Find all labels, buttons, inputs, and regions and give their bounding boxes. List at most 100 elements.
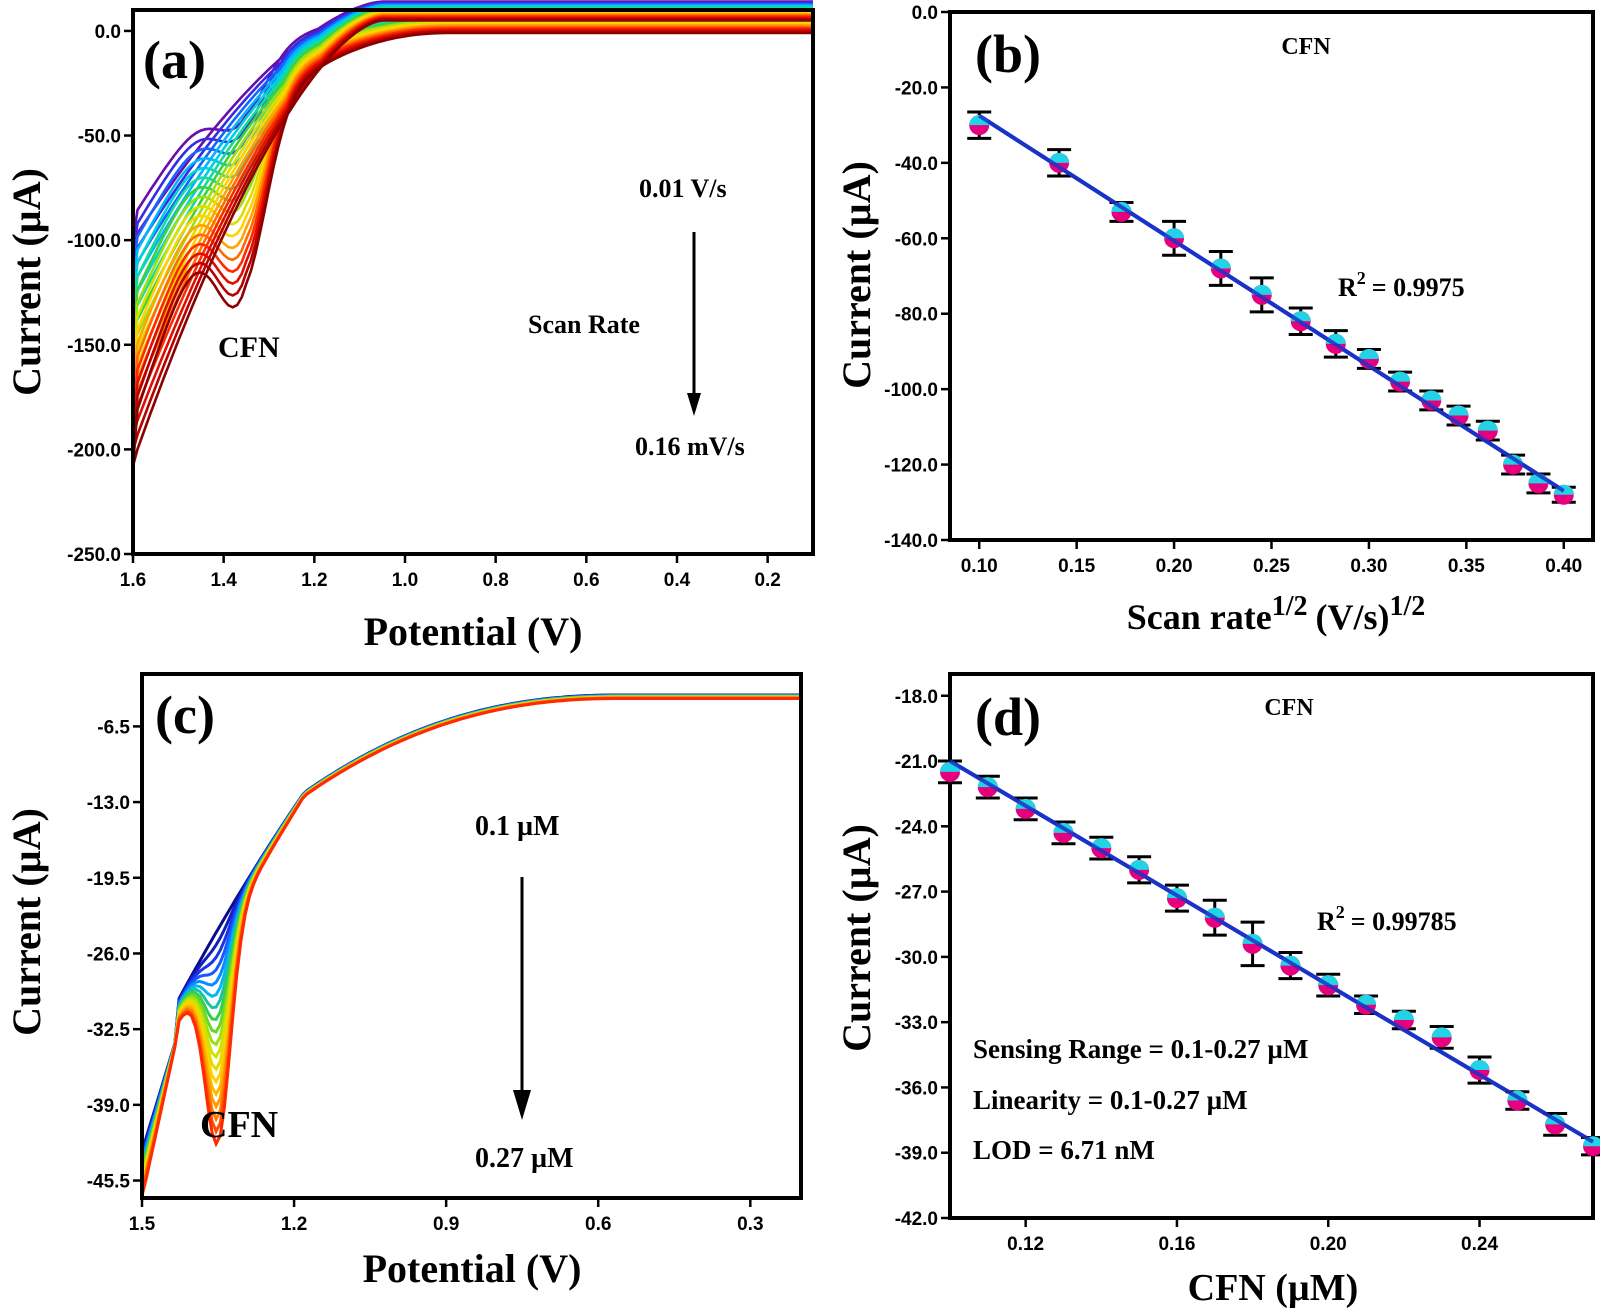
panel-b-y-tick-label: -100.0 xyxy=(884,380,938,401)
panel-c-y-tick-label: -13.0 xyxy=(87,793,130,814)
panel-c-y-tick-label: -39.0 xyxy=(87,1096,130,1117)
panel-c-y-tick-label: -6.5 xyxy=(97,717,130,738)
panel-c-end-conc: 0.27 µM xyxy=(475,1143,574,1174)
panel-a-end-rate: 0.16 mV/s xyxy=(635,432,745,461)
panel-c-letter: (c) xyxy=(155,685,215,745)
panel-d-x-axis-label: CFN (µM) xyxy=(1188,1267,1359,1309)
panel-b-y-tick-label: -120.0 xyxy=(884,456,938,477)
panel-a-x-tick-label: 1.4 xyxy=(210,570,237,591)
panel-c-plot-frame xyxy=(140,672,803,1200)
panel-d-plot-frame xyxy=(948,672,1595,1220)
panel-b-plot-frame xyxy=(948,10,1595,542)
panel-a-cv-curves xyxy=(131,0,813,467)
panel-c-x-axis-label: Potential (V) xyxy=(363,1246,582,1291)
panel-a-start-rate: 0.01 V/s xyxy=(639,174,727,203)
panel-a-x-tick-label: 1.2 xyxy=(301,570,327,591)
panel-a-x-tick-label: 0.2 xyxy=(754,570,780,591)
panel-d-concentration-fit: 0.12 0.16 0.20 0.24 -18.0 -21.0 -24.0 -27.0 -30.… xyxy=(834,672,1600,1309)
panel-a-direction-label: Scan Rate xyxy=(528,310,640,339)
panel-d-metric-sensing-range: Sensing Range = 0.1-0.27 µM xyxy=(973,1034,1308,1064)
panel-d-x-tick-label: 0.20 xyxy=(1310,1234,1347,1255)
panel-a-y-axis-label: Current (µA) xyxy=(4,168,49,396)
panel-d-y-tick-label: -42.0 xyxy=(895,1209,938,1230)
panel-a-y-tick-label: -50.0 xyxy=(78,127,121,148)
panel-d-axes: 0.12 0.16 0.20 0.24 -18.0 -21.0 -24.0 -27.0 -30.… xyxy=(895,687,1499,1255)
panel-d-y-tick-label: -21.0 xyxy=(895,752,938,773)
panel-b-data-points xyxy=(967,110,1576,505)
panel-b-y-tick-label: -40.0 xyxy=(895,154,938,175)
panel-c-arrow xyxy=(513,877,531,1120)
panel-c-y-tick-label: -26.0 xyxy=(87,944,130,965)
panel-b-data-point xyxy=(1390,371,1411,392)
panel-d-r2: R2 = 0.99785 xyxy=(1317,902,1457,936)
panel-c-x-tick-label: 1.5 xyxy=(129,1214,156,1235)
panel-c-y-tick-label: -45.5 xyxy=(87,1172,131,1193)
cv-curve xyxy=(131,19,813,467)
panel-d-x-tick-label: 0.12 xyxy=(1007,1234,1044,1255)
panel-a-x-tick-label: 1.0 xyxy=(392,570,418,591)
panel-b-x-tick-label: 0.10 xyxy=(961,556,998,577)
panel-b-y-tick-label: -20.0 xyxy=(895,78,938,99)
panel-b-x-tick-label: 0.25 xyxy=(1253,556,1290,577)
panel-d-data-point xyxy=(1469,1060,1490,1081)
panel-b-y-axis-label: Current (µA) xyxy=(834,161,879,389)
panel-c-dpv-curves xyxy=(140,693,801,1197)
panel-d-y-axis-label: Current (µA) xyxy=(834,824,879,1052)
panel-a-letter: (a) xyxy=(143,30,206,90)
panel-a-plot-frame xyxy=(131,8,815,556)
panel-d-metric-linearity: Linearity = 0.1-0.27 µM xyxy=(973,1085,1248,1115)
panel-d-data-point xyxy=(1431,1027,1452,1048)
panel-b-r2: R2 = 0.9975 xyxy=(1338,268,1465,302)
panel-c-peak-label: CFN xyxy=(200,1104,278,1146)
panel-b-axes: 0.10 0.15 0.20 0.25 0.30 0.35 0.40 0.0 -20.0 -40.… xyxy=(884,3,1582,577)
panel-b-title: CFN xyxy=(1281,34,1331,60)
panel-a-x-tick-label: 0.4 xyxy=(664,570,691,591)
panel-a-x-tick-label: 0.6 xyxy=(573,570,599,591)
panel-b-y-tick-label: -80.0 xyxy=(895,305,938,326)
panel-d-letter: (d) xyxy=(975,687,1041,747)
panel-a-x-axis-label: Potential (V) xyxy=(364,609,583,654)
panel-a-axes: 1.6 1.4 1.2 1.0 0.8 0.6 0.4 0.2 0.0 -50.0 -100.0 -1… xyxy=(67,22,781,591)
panel-c-dpv-concentration: 1.5 1.2 0.9 0.6 0.3 -6.5 -13.0 -19.5 -26.0 -32.5 -… xyxy=(4,672,803,1291)
panel-a-y-tick-label: -250.0 xyxy=(67,545,121,566)
panel-b-x-tick-label: 0.40 xyxy=(1545,556,1582,577)
panel-b-x-tick-label: 0.30 xyxy=(1350,556,1387,577)
panel-d-x-tick-label: 0.24 xyxy=(1461,1234,1498,1255)
cv-curve xyxy=(131,16,813,437)
panel-b-x-axis-label: Scan rate1/2 (V/s)1/2 xyxy=(1127,591,1426,637)
panel-d-y-tick-label: -36.0 xyxy=(895,1078,938,1099)
panel-a-peak-label: CFN xyxy=(218,331,280,364)
panel-a-x-tick-label: 0.8 xyxy=(482,570,508,591)
panel-d-x-tick-label: 0.16 xyxy=(1158,1234,1195,1255)
panel-c-x-tick-label: 0.3 xyxy=(737,1214,763,1235)
panel-b-data-point xyxy=(1421,390,1442,411)
panel-c-x-tick-label: 0.6 xyxy=(585,1214,611,1235)
panel-a-cv-scan-rate: 1.6 1.4 1.2 1.0 0.8 0.6 0.4 0.2 0.0 -50.0 -100.0 -1… xyxy=(4,0,815,654)
panel-c-y-axis-label: Current (µA) xyxy=(4,808,49,1036)
panel-c-y-tick-label: -19.5 xyxy=(87,869,131,890)
panel-b-x-tick-label: 0.20 xyxy=(1156,556,1193,577)
panel-a-y-tick-label: -200.0 xyxy=(67,440,121,461)
panel-b-x-tick-label: 0.15 xyxy=(1058,556,1095,577)
panel-d-fit-line-overlay xyxy=(948,759,1595,1144)
panel-d-y-tick-label: -30.0 xyxy=(895,948,938,969)
panel-a-x-tick-label: 1.6 xyxy=(120,570,146,591)
panel-d-y-tick-label: -33.0 xyxy=(895,1013,938,1034)
dpv-curve xyxy=(140,697,801,1197)
panel-b-fit-line-overlay xyxy=(978,114,1565,493)
panel-d-y-tick-label: -27.0 xyxy=(895,883,938,904)
panel-d-metric-lod: LOD = 6.71 nM xyxy=(973,1135,1155,1165)
panel-b-y-tick-label: 0.0 xyxy=(912,3,938,24)
panel-b-y-tick-label: -60.0 xyxy=(895,229,938,250)
panel-d-y-tick-label: -18.0 xyxy=(895,687,938,708)
panel-b-x-tick-label: 0.35 xyxy=(1448,556,1485,577)
panel-c-axes: 1.5 1.2 0.9 0.6 0.3 -6.5 -13.0 -19.5 -26.0 -32.5 -… xyxy=(87,717,764,1235)
panel-b-letter: (b) xyxy=(975,24,1041,84)
panel-c-x-tick-label: 1.2 xyxy=(281,1214,307,1235)
panel-b-scan-rate-fit: 0.10 0.15 0.20 0.25 0.30 0.35 0.40 0.0 -20.0 -40.… xyxy=(834,3,1595,637)
panel-c-x-tick-label: 0.9 xyxy=(433,1214,459,1235)
panel-a-y-tick-label: 0.0 xyxy=(95,22,121,43)
panel-b-y-tick-label: -140.0 xyxy=(884,531,938,552)
cv-curve xyxy=(131,2,813,271)
